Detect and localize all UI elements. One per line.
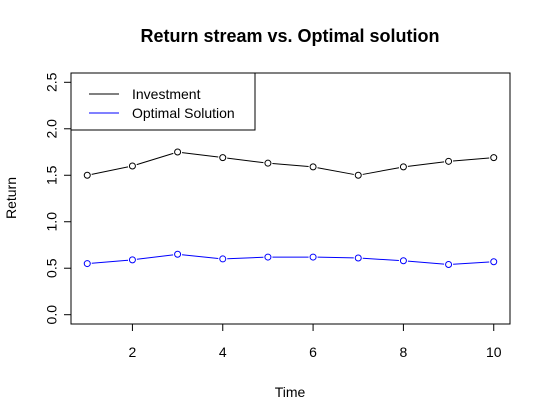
data-point <box>219 154 227 162</box>
data-point <box>309 163 317 171</box>
series-segment <box>91 166 129 175</box>
y-tick-label: 2.0 <box>44 119 60 139</box>
data-point <box>490 154 498 162</box>
x-tick-label: 4 <box>219 344 227 360</box>
data-point <box>354 171 362 179</box>
y-tick-label: 1.5 <box>44 165 60 185</box>
series-segment <box>362 257 399 262</box>
series-segment <box>182 254 219 259</box>
series-segment <box>181 152 219 158</box>
x-axis: 2 4 6 8 10 <box>129 323 502 360</box>
data-point <box>264 253 272 261</box>
data-point <box>445 157 453 165</box>
series-segment <box>362 167 400 175</box>
data-point <box>128 256 136 264</box>
y-tick-label: 0.5 <box>44 258 60 278</box>
data-point <box>219 255 227 263</box>
data-point <box>83 260 91 268</box>
y-tick-label: 2.5 <box>44 72 60 92</box>
series-segment <box>227 157 264 164</box>
x-tick-label: 8 <box>400 344 408 360</box>
series-2 <box>83 250 498 269</box>
series-segment <box>407 161 445 167</box>
series-segment <box>453 157 490 162</box>
series-segment <box>453 261 490 265</box>
data-point <box>174 148 182 156</box>
series-segment <box>317 167 354 175</box>
data-point <box>83 171 91 179</box>
data-point <box>399 257 407 265</box>
y-tick-label: 1.0 <box>44 212 60 232</box>
x-axis-label: Time <box>275 384 306 400</box>
y-tick-label: 0.0 <box>44 305 60 325</box>
x-tick-label: 6 <box>309 344 317 360</box>
legend-label: Optimal Solution <box>132 105 235 121</box>
legend-box <box>70 72 256 131</box>
series-segment <box>407 260 445 265</box>
y-axis: 0.0 0.5 1.0 1.5 2.0 2.5 <box>44 72 72 325</box>
data-point <box>445 261 453 269</box>
y-axis-label: Return <box>3 177 19 219</box>
legend-label: Investment <box>132 86 201 102</box>
legend: Investment Optimal Solution <box>70 72 256 131</box>
series-segment <box>136 254 174 260</box>
data-point <box>128 162 136 170</box>
series-1 <box>83 148 498 179</box>
data-point <box>174 250 182 258</box>
chart-title: Return stream vs. Optimal solution <box>140 26 439 46</box>
data-point <box>399 163 407 171</box>
x-tick-label: 10 <box>486 344 502 360</box>
x-tick-label: 2 <box>129 344 137 360</box>
series-layer <box>83 148 498 269</box>
data-point <box>309 253 317 261</box>
data-point <box>354 254 362 262</box>
series-segment <box>136 152 174 166</box>
series-segment <box>227 256 264 260</box>
data-point <box>264 159 272 167</box>
series-segment <box>91 259 128 264</box>
series-segment <box>317 256 354 259</box>
series-segment <box>272 163 309 168</box>
data-point <box>490 258 498 266</box>
